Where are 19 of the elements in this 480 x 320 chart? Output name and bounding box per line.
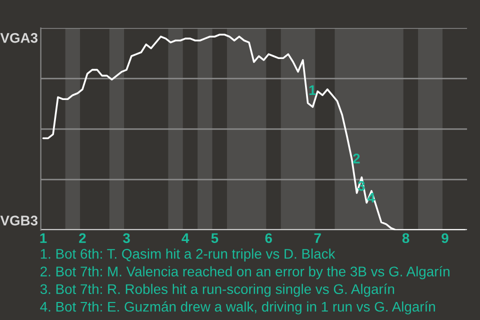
x-tick-label: 5 bbox=[211, 233, 218, 244]
annotation: 2 bbox=[353, 154, 360, 164]
text: 3. Bot 7th: R. Robles hit a run-scoring single vs G. Algarín bbox=[40, 284, 394, 297]
x-tick-label: 3 bbox=[122, 233, 130, 244]
x-tick-label: 7 bbox=[314, 233, 321, 243]
x-tick-label: 6 bbox=[265, 233, 272, 244]
x-tick-label: 9 bbox=[442, 233, 448, 244]
text: 4. Bot 7th: E. Guzmán drew a walk, driving in 1 run vs G. Algarín bbox=[40, 301, 435, 314]
x-tick-label: 4 bbox=[182, 233, 190, 243]
x-tick-label: 8 bbox=[402, 233, 410, 244]
annotation: 3 bbox=[358, 180, 365, 191]
annotation: 4 bbox=[368, 192, 375, 202]
x-tick-label: 2 bbox=[79, 233, 86, 243]
x-tick-label: 1 bbox=[40, 233, 47, 243]
annotation: 1 bbox=[309, 85, 316, 95]
text: VGA3 bbox=[0, 33, 38, 43]
text: VGB3 bbox=[0, 216, 38, 226]
text: 2. Bot 7th: M. Valencia reached on an error by the 3B vs G. Algarín bbox=[40, 266, 450, 280]
text: 1. Bot 6th: T. Qasim hit a 2-run triple vs D. Black bbox=[40, 248, 336, 262]
